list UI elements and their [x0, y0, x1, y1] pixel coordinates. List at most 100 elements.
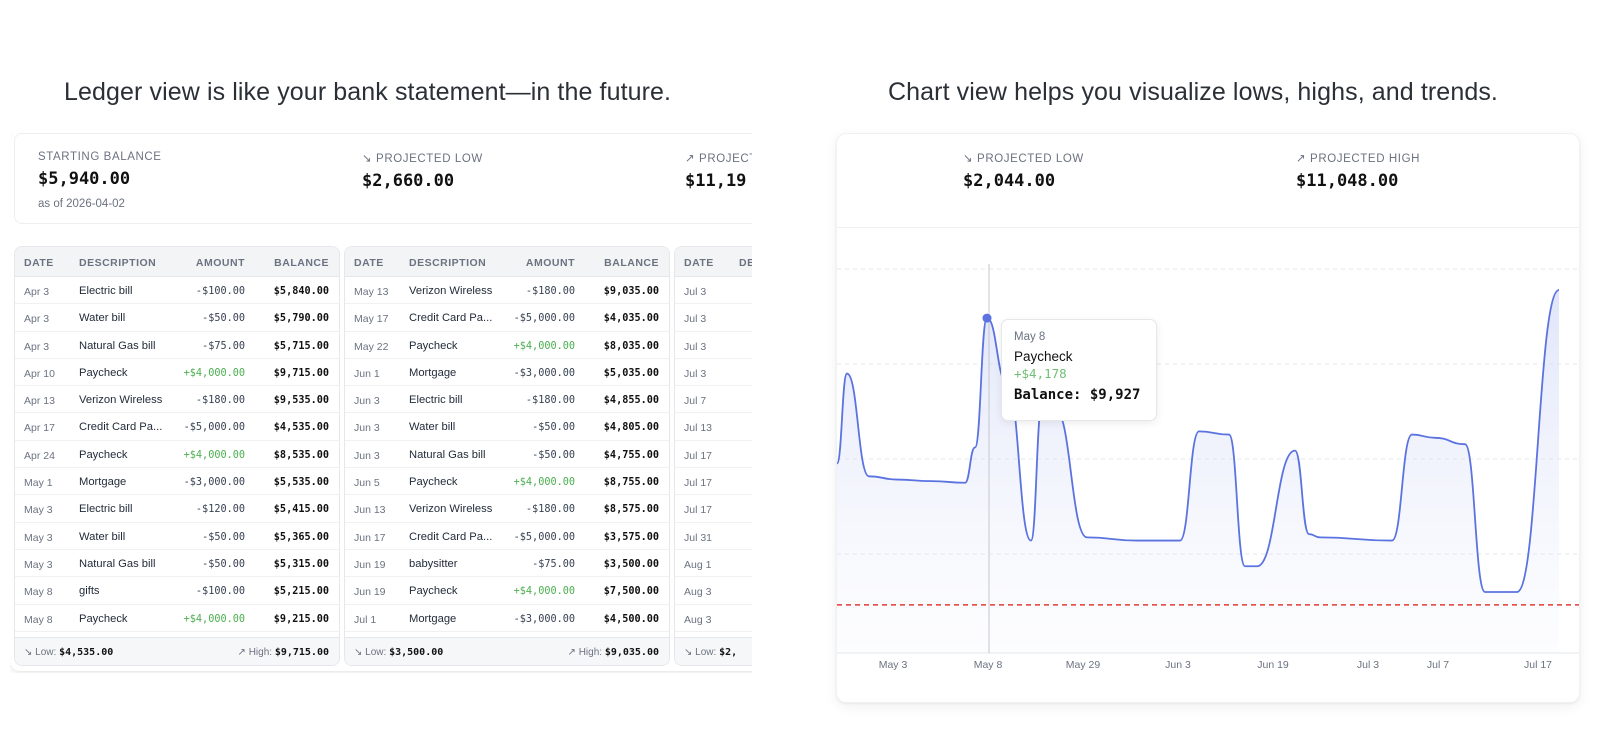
row-description: Electric bill — [409, 394, 463, 407]
row-balance: $4,755.00 — [603, 449, 659, 461]
ledger-row[interactable]: Jul 13 — [675, 413, 752, 441]
ledger-row[interactable]: Jun 3 Natural Gas bill -$50.00 $4,755.00 — [345, 441, 669, 469]
ledger-column-footer: ↘ Low: $3,500.00 ↗ High: $9,035.00 — [345, 637, 669, 665]
balance-chart[interactable]: May 3 May 8 May 29 Jun 3 Jun 19 Jul 3 Jul 7 Jul… — [837, 229, 1580, 703]
trend-down-icon: ↘ — [354, 647, 363, 658]
row-amount: -$180.00 — [525, 504, 575, 516]
row-date: Apr 3 — [24, 286, 50, 298]
column-header-amount[interactable]: AMOUNT — [525, 257, 575, 269]
row-balance: $3,500.00 — [603, 558, 659, 570]
ledger-row[interactable]: May 8 gifts -$100.00 $5,215.00 — [15, 577, 339, 605]
row-description: Paycheck — [79, 448, 128, 461]
ledger-row[interactable]: Jul 3 — [675, 332, 752, 359]
column-header-date[interactable]: DATE — [354, 257, 384, 269]
row-date: Jun 19 — [354, 558, 386, 571]
ledger-row[interactable]: May 3 Water bill -$50.00 $5,365.00 — [15, 523, 339, 550]
row-amount: +$4,000.00 — [183, 613, 245, 625]
row-balance: $5,415.00 — [273, 504, 329, 516]
ledger-row[interactable]: May 1 Mortgage -$3,000.00 $5,535.00 — [15, 468, 339, 496]
chart-projected-low-stat: ↘ PROJECTED LOW $2,044.00 — [963, 151, 1084, 191]
row-description: Credit Card Pa... — [409, 312, 493, 325]
ledger-row[interactable]: Apr 13 Verizon Wireless -$180.00 $9,535.00 — [15, 386, 339, 414]
ledger-row[interactable]: Jun 3 Electric bill -$180.00 $4,855.00 — [345, 386, 669, 414]
ledger-row[interactable]: Apr 17 Credit Card Pa... -$5,000.00 $4,535.… — [15, 413, 339, 441]
row-date: Jun 5 — [354, 477, 380, 490]
column-low: ↘ Low: $2, — [684, 647, 738, 658]
column-header-date[interactable]: DATE — [24, 257, 54, 269]
ledger-row[interactable]: Jun 17 Credit Card Pa... -$5,000.00 $3,575.… — [345, 523, 669, 550]
ledger-row[interactable]: Jun 5 Paycheck +$4,000.00 $8,755.00 — [345, 468, 669, 496]
ledger-row[interactable]: Aug 3 — [675, 605, 752, 632]
ledger-row[interactable]: Apr 10 Paycheck +$4,000.00 $9,715.00 — [15, 359, 339, 387]
column-header-amount[interactable]: AMOUNT — [195, 257, 245, 269]
row-amount: -$180.00 — [525, 395, 575, 407]
row-description: Water bill — [79, 530, 126, 543]
row-date: May 17 — [354, 313, 389, 326]
row-date: Apr 3 — [24, 313, 50, 326]
ledger-row[interactable]: Jun 13 Verizon Wireless -$180.00 $8,575.00 — [345, 495, 669, 523]
ledger-row[interactable]: May 22 Paycheck +$4,000.00 $8,035.00 — [345, 332, 669, 359]
ledger-row[interactable]: May 13 Verizon Wireless -$180.00 $9,035.00 — [345, 277, 669, 305]
ledger-row[interactable]: Apr 24 Paycheck +$4,000.00 $8,535.00 — [15, 441, 339, 469]
trend-up-icon: ↗ — [237, 647, 246, 658]
ledger-row[interactable]: May 3 Natural Gas bill -$50.00 $5,315.00 — [15, 550, 339, 578]
row-date: Jul 3 — [684, 367, 707, 380]
column-low: ↘ Low: $3,500.00 — [354, 647, 444, 658]
row-description: Paycheck — [79, 612, 128, 625]
row-date: Jul 1 — [354, 613, 377, 626]
ledger-row[interactable]: Jun 19 babysitter -$75.00 $3,500.00 — [345, 550, 669, 578]
ledger-row[interactable]: Jun 19 Paycheck +$4,000.00 $7,500.00 — [345, 577, 669, 605]
row-balance: $5,215.00 — [273, 586, 329, 598]
projected-low-label: PROJECTED LOW — [376, 153, 483, 165]
trend-up-icon: ↗ — [1296, 153, 1307, 165]
chart-projected-high-stat: ↗ PROJECTED HIGH $11,048.00 — [1296, 151, 1420, 191]
ledger-row[interactable]: May 3 Electric bill -$120.00 $5,415.00 — [15, 495, 339, 523]
row-date: Jun 19 — [354, 586, 386, 599]
ledger-row[interactable]: Jun 3 Water bill -$50.00 $4,805.00 — [345, 413, 669, 441]
ledger-row[interactable]: Jul 3 — [675, 359, 752, 387]
ledger-row[interactable]: Aug 3 — [675, 577, 752, 605]
row-amount: -$3,000.00 — [183, 477, 245, 489]
ledger-row[interactable]: Aug 1 — [675, 550, 752, 578]
row-date: May 3 — [24, 504, 53, 517]
ledger-row[interactable]: Jul 1 Mortgage -$3,000.00 $4,500.00 — [345, 605, 669, 632]
row-description: Electric bill — [79, 285, 133, 297]
ledger-row[interactable]: Jul 3 — [675, 277, 752, 305]
starting-balance-date: as of 2026-04-02 — [38, 198, 125, 210]
row-balance: $8,535.00 — [273, 449, 329, 461]
ledger-row[interactable]: May 17 Credit Card Pa... -$5,000.00 $4,035.… — [345, 304, 669, 332]
row-description: Verizon Wireless — [409, 503, 493, 516]
row-date: May 8 — [24, 613, 53, 626]
row-balance: $9,215.00 — [273, 613, 329, 625]
row-date: Jul 17 — [684, 504, 713, 517]
row-balance: $4,535.00 — [273, 422, 329, 434]
ledger-row[interactable]: Jul 17 — [675, 495, 752, 523]
column-header-date[interactable]: DATE — [684, 257, 714, 269]
column-header-description[interactable]: DESCRIPTION — [409, 257, 487, 269]
x-tick-label: Jul 3 — [1357, 659, 1379, 671]
column-header-balance[interactable]: BALANCE — [604, 257, 659, 269]
ledger-row[interactable]: Apr 3 Electric bill -$100.00 $5,840.00 — [15, 277, 339, 305]
column-header-description[interactable]: DESCRIPTION — [739, 257, 752, 269]
column-header-description[interactable]: DESCRIPTION — [79, 257, 157, 269]
row-amount: -$50.00 — [202, 313, 245, 325]
column-header-balance[interactable]: BALANCE — [274, 257, 329, 269]
starting-balance-stat: STARTING BALANCE $5,940.00 as of 2026-04… — [38, 151, 162, 210]
ledger-row[interactable]: Jul 17 — [675, 468, 752, 496]
ledger-row[interactable]: May 8 Paycheck +$4,000.00 $9,215.00 — [15, 605, 339, 632]
row-balance: $5,535.00 — [273, 477, 329, 489]
row-description: Paycheck — [409, 339, 458, 352]
ledger-row[interactable]: Jul 7 — [675, 386, 752, 414]
row-description: Water bill — [409, 421, 456, 434]
ledger-row[interactable]: Jul 17 — [675, 441, 752, 469]
ledger-row[interactable]: Jul 3 — [675, 304, 752, 332]
row-amount: -$100.00 — [195, 586, 245, 598]
row-balance: $3,575.00 — [603, 531, 659, 543]
row-date: Jul 3 — [684, 313, 707, 326]
ledger-row[interactable]: Jun 1 Mortgage -$3,000.00 $5,035.00 — [345, 359, 669, 387]
ledger-row[interactable]: Apr 3 Natural Gas bill -$75.00 $5,715.00 — [15, 332, 339, 359]
ledger-row[interactable]: Apr 3 Water bill -$50.00 $5,790.00 — [15, 304, 339, 332]
highlight-point[interactable] — [982, 313, 992, 323]
ledger-row[interactable]: Jul 31 — [675, 523, 752, 550]
